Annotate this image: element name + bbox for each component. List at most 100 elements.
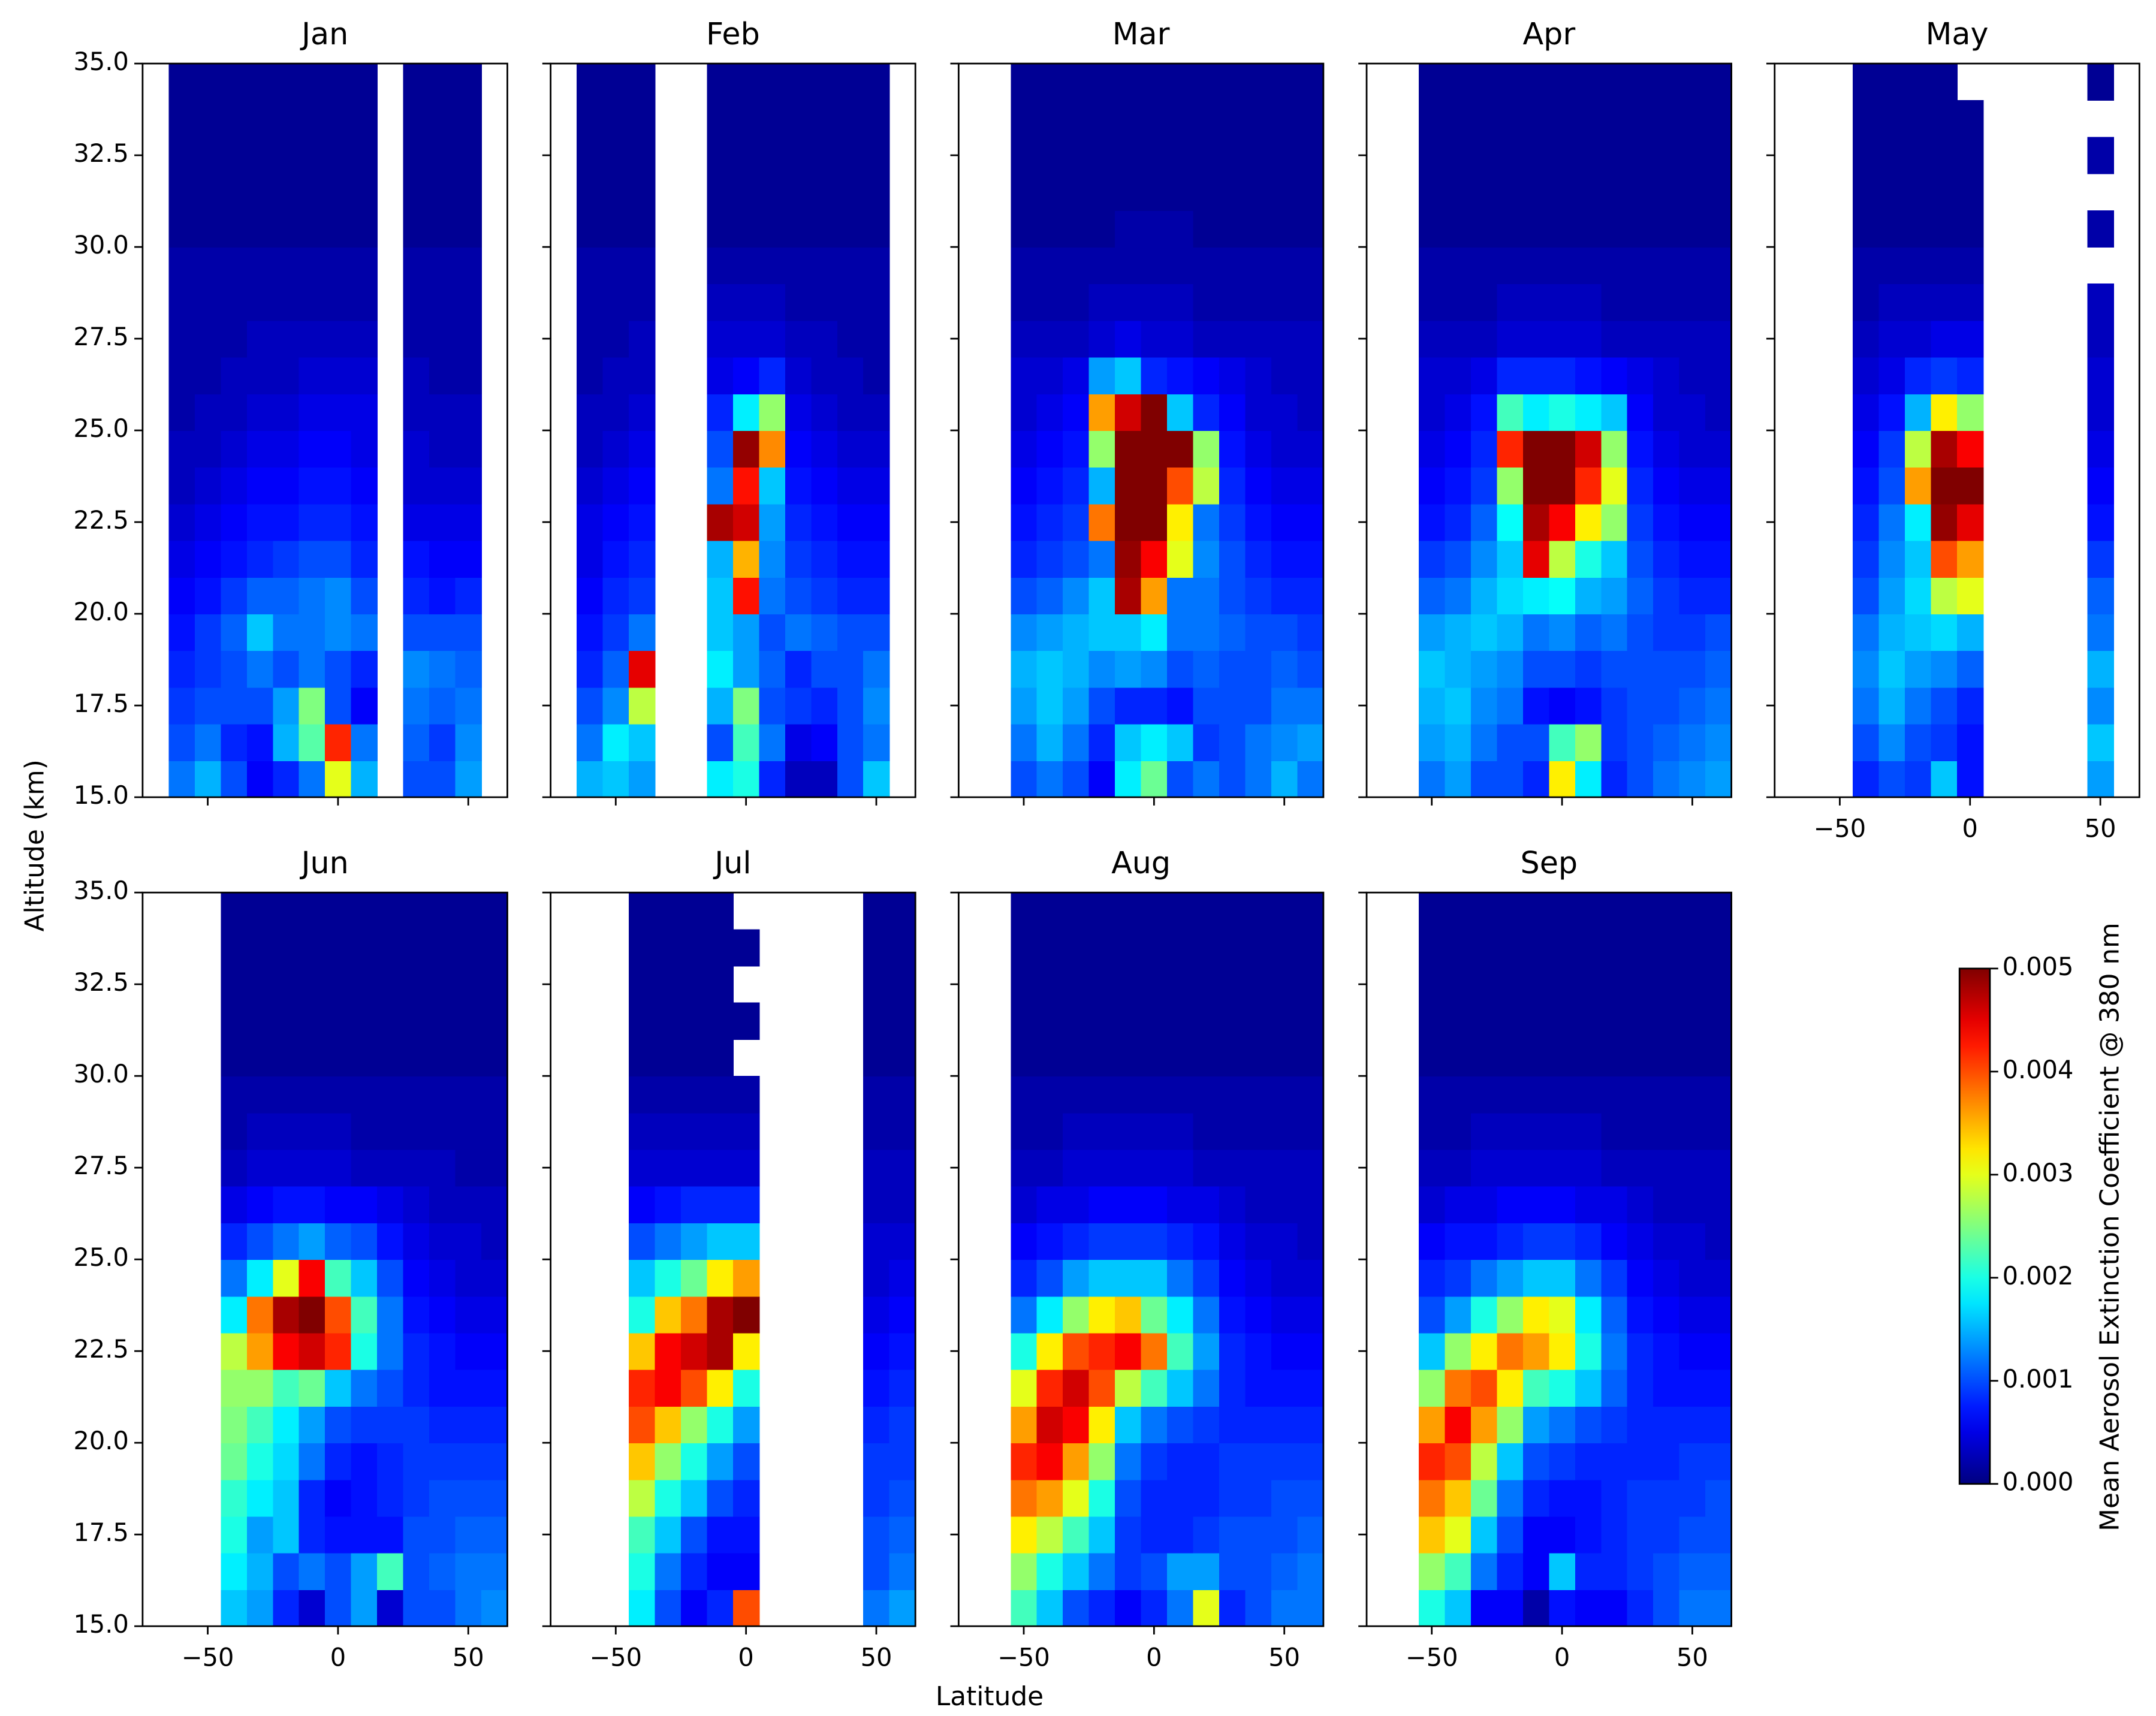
heatmap-cell: [1036, 100, 1064, 138]
heatmap-cell: [351, 1076, 378, 1114]
heatmap-cell: [629, 1479, 656, 1517]
heatmap-cell: [602, 540, 629, 578]
heatmap-cell: [1878, 723, 1906, 761]
heatmap-cell: [1271, 1369, 1298, 1407]
heatmap-cell: [1297, 210, 1324, 248]
panel: Jul−50 0 50: [542, 845, 916, 1672]
heatmap-cell: [1088, 687, 1116, 725]
heatmap-cell: [1549, 393, 1576, 431]
heatmap-cell: [1679, 173, 1706, 211]
heatmap-cell: [481, 929, 508, 967]
heatmap-cell: [1245, 892, 1272, 930]
heatmap-cell: [707, 1479, 734, 1517]
heatmap-cell: [1497, 1112, 1524, 1150]
heatmap-cell: [1522, 892, 1550, 930]
heatmap-cell: [246, 577, 274, 614]
heatmap-cell: [629, 467, 656, 505]
heatmap-cell: [655, 1076, 682, 1114]
heatmap-cell: [2087, 357, 2114, 394]
heatmap-cell: [577, 577, 604, 614]
heatmap-cell: [1705, 1369, 1732, 1407]
heatmap-cell: [194, 760, 222, 798]
heatmap-cell: [221, 892, 248, 930]
heatmap-cell: [1653, 1039, 1680, 1077]
heatmap-cell: [1115, 1296, 1142, 1334]
heatmap-cell: [1036, 1332, 1064, 1370]
heatmap-cell: [1601, 284, 1628, 321]
heatmap-cell: [325, 577, 352, 614]
heatmap-cell: [246, 1443, 274, 1480]
heatmap-cell: [1470, 723, 1498, 761]
heatmap-cell: [1245, 966, 1272, 1003]
heatmap-cell: [837, 540, 864, 578]
heatmap-cell: [759, 173, 786, 211]
heatmap-cell: [377, 1222, 404, 1260]
heatmap-cell: [1549, 929, 1576, 967]
heatmap-cell: [1470, 1186, 1498, 1223]
heatmap-cell: [1627, 467, 1654, 505]
heatmap-cell: [602, 357, 629, 394]
panel: Apr: [1358, 16, 1732, 806]
heatmap-cell: [273, 1296, 300, 1334]
heatmap-cell: [1245, 1332, 1272, 1370]
heatmap-cell: [629, 1443, 656, 1480]
heatmap-cell: [481, 1332, 508, 1370]
heatmap-cell: [680, 1076, 708, 1114]
heatmap-cell: [273, 210, 300, 248]
heatmap-cell: [1575, 1479, 1602, 1517]
heatmap-cell: [837, 760, 864, 798]
heatmap-cell: [1627, 357, 1654, 394]
heatmap-cell: [351, 284, 378, 321]
heatmap-cell: [1245, 1443, 1272, 1480]
heatmap-cell: [1088, 650, 1116, 688]
heatmap-cell: [221, 1186, 248, 1223]
heatmap-cell: [707, 1259, 734, 1297]
heatmap-cell: [1063, 1406, 1090, 1444]
heatmap-cell: [1297, 687, 1324, 725]
heatmap-cell: [1627, 1002, 1654, 1040]
heatmap-cell: [680, 1516, 708, 1554]
heatmap-cell: [1445, 137, 1471, 174]
heatmap-cell: [403, 430, 430, 468]
heatmap-cell: [1167, 467, 1194, 505]
x-tick-label: 50: [1676, 1642, 1708, 1672]
heatmap-cell: [1115, 966, 1142, 1003]
heatmap-cell: [1088, 1076, 1116, 1114]
heatmap-cell: [221, 1222, 248, 1260]
heatmap-cell: [1497, 357, 1524, 394]
heatmap-cell: [732, 247, 760, 285]
heatmap-cell: [194, 393, 222, 431]
heatmap-cell: [1141, 577, 1168, 614]
heatmap-cell: [889, 1589, 916, 1627]
heatmap-cell: [1418, 1222, 1446, 1260]
heatmap-cell: [707, 929, 734, 967]
heatmap-cell: [732, 650, 760, 688]
heatmap-cell: [429, 210, 456, 248]
heatmap-cell: [629, 100, 656, 138]
heatmap-cell: [273, 1589, 300, 1627]
heatmap-cell: [577, 320, 604, 358]
heatmap-cell: [351, 467, 378, 505]
heatmap-cell: [707, 173, 734, 211]
heatmap-cell: [429, 357, 456, 394]
heatmap-cell: [2087, 650, 2114, 688]
heatmap-cell: [1679, 284, 1706, 321]
heatmap-cell: [1853, 247, 1880, 285]
heatmap-cell: [403, 1259, 430, 1297]
heatmap-cell: [1601, 723, 1628, 761]
heatmap-cell: [1905, 614, 1932, 652]
heatmap-cell: [1193, 393, 1220, 431]
heatmap-cell: [837, 650, 864, 688]
heatmap-cell: [1115, 723, 1142, 761]
heatmap-cell: [1036, 687, 1064, 725]
heatmap-cell: [1167, 430, 1194, 468]
heatmap-cell: [351, 1443, 378, 1480]
heatmap-cell: [194, 247, 222, 285]
heatmap-cell: [351, 137, 378, 174]
heatmap-cell: [273, 1186, 300, 1223]
heatmap-cell: [1522, 1296, 1550, 1334]
heatmap-cell: [2087, 687, 2114, 725]
heatmap-cell: [1653, 929, 1680, 967]
x-tick-label: 0: [1146, 1642, 1162, 1672]
heatmap-cell: [1193, 1479, 1220, 1517]
